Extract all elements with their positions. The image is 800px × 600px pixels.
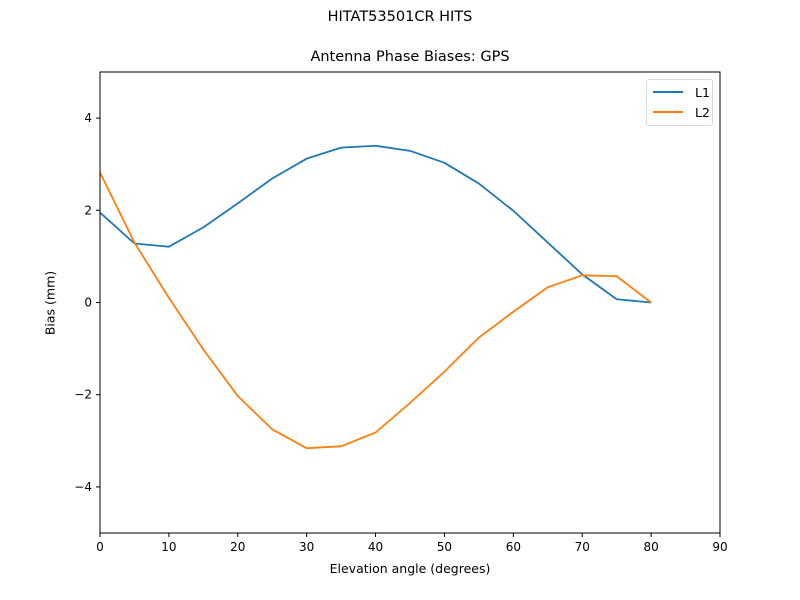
x-axis-ticks: 0 10 20 30 40 50 60 70 80 90 bbox=[96, 533, 728, 554]
y-tick-label: 2 bbox=[84, 203, 92, 217]
x-tick-label: 60 bbox=[506, 540, 521, 554]
x-tick-label: 50 bbox=[437, 540, 452, 554]
y-axis-ticks: −4 −2 0 2 4 bbox=[74, 111, 100, 494]
legend-label: L1 bbox=[695, 84, 710, 100]
x-tick-label: 40 bbox=[368, 540, 383, 554]
y-tick-label: −4 bbox=[74, 480, 92, 494]
x-tick-label: 20 bbox=[230, 540, 245, 554]
x-tick-label: 0 bbox=[96, 540, 104, 554]
legend: L1 L2 bbox=[646, 79, 713, 126]
y-tick-label: −2 bbox=[74, 388, 92, 402]
series-line-l2 bbox=[99, 172, 652, 450]
x-tick-label: 10 bbox=[161, 540, 176, 554]
y-tick-label: 4 bbox=[84, 111, 92, 125]
axes-frame bbox=[99, 71, 721, 534]
chart-title: Antenna Phase Biases: GPS bbox=[310, 49, 510, 65]
y-tick-label: 0 bbox=[84, 296, 92, 310]
figure-suptitle: HITAT53501CR HITS bbox=[327, 9, 473, 25]
x-tick-label: 70 bbox=[575, 540, 590, 554]
x-tick-label: 80 bbox=[643, 540, 658, 554]
legend-label: L2 bbox=[695, 104, 710, 120]
x-axis-label: Elevation angle (degrees) bbox=[329, 561, 491, 576]
series-line-l1 bbox=[99, 144, 652, 304]
legend-item-l2: L2 bbox=[653, 104, 710, 120]
legend-line-icon bbox=[653, 91, 683, 93]
legend-item-l1: L1 bbox=[653, 84, 710, 100]
x-tick-label: 30 bbox=[299, 540, 314, 554]
x-tick-label: 90 bbox=[712, 540, 727, 554]
legend-line-icon bbox=[653, 111, 683, 113]
series-layer bbox=[99, 144, 652, 450]
